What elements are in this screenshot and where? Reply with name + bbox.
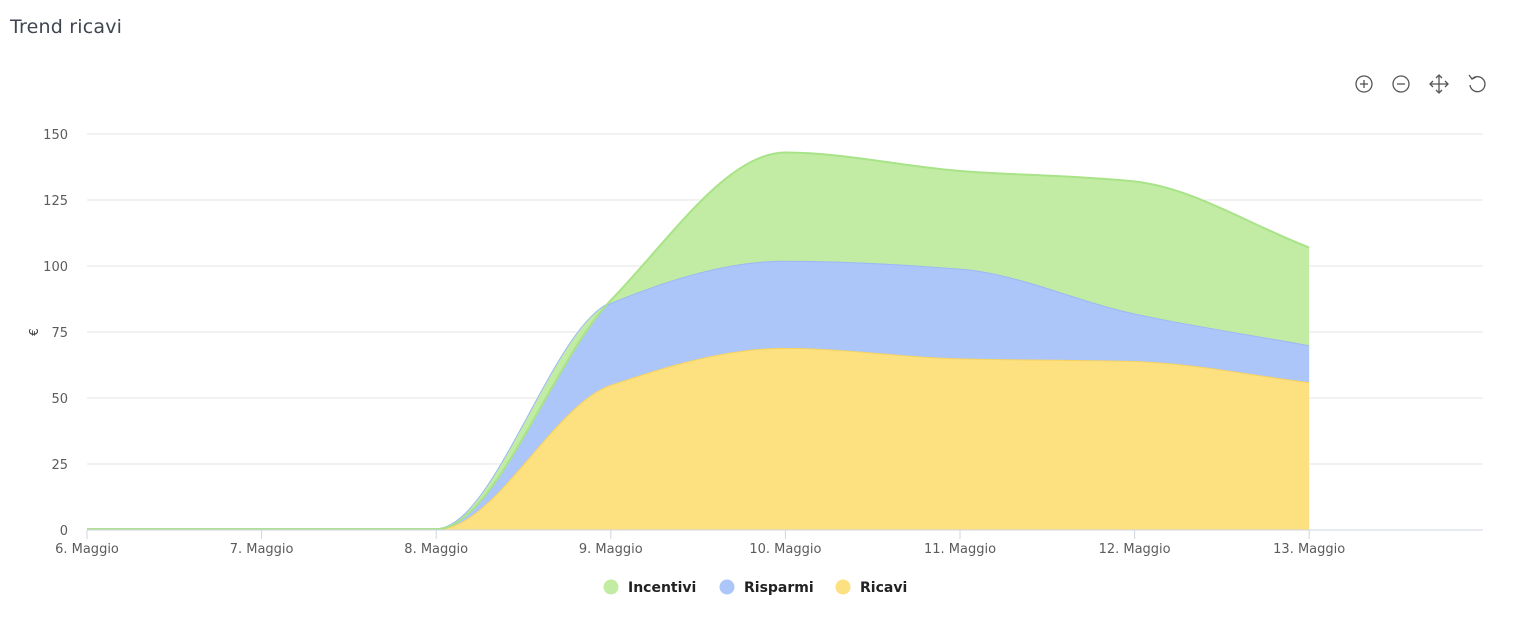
y-axis-label: € bbox=[27, 328, 41, 336]
chart-toolbar bbox=[1346, 70, 1496, 98]
legend-item-ricavi[interactable]: Ricavi bbox=[835, 579, 908, 597]
chart-title: Trend ricavi bbox=[10, 16, 123, 38]
x-tick-label: 11. Maggio bbox=[924, 542, 996, 557]
x-tick-label: 9. Maggio bbox=[579, 542, 643, 557]
zoom-out-icon[interactable] bbox=[1387, 70, 1415, 98]
legend-marker bbox=[719, 579, 735, 595]
x-tick-label: 13. Maggio bbox=[1273, 542, 1345, 557]
y-tick-label: 0 bbox=[60, 524, 68, 539]
legend-item-risparmi[interactable]: Risparmi bbox=[719, 579, 814, 597]
x-tick-label: 12. Maggio bbox=[1099, 542, 1171, 557]
y-tick-label: 50 bbox=[51, 392, 68, 407]
reset-icon[interactable] bbox=[1463, 70, 1491, 98]
zoom-in-icon[interactable] bbox=[1350, 70, 1378, 98]
legend-marker bbox=[603, 579, 619, 595]
legend-label: Risparmi bbox=[744, 580, 814, 596]
area-risparmi[interactable] bbox=[87, 260, 1310, 530]
area-ricavi[interactable] bbox=[87, 347, 1310, 530]
x-tick-label: 10. Maggio bbox=[749, 542, 821, 557]
y-tick-label: 150 bbox=[43, 128, 68, 143]
series-areas bbox=[86, 151, 1310, 531]
y-tick-label: 25 bbox=[51, 458, 68, 473]
legend-item-incentivi[interactable]: Incentivi bbox=[603, 579, 697, 597]
pan-icon[interactable] bbox=[1425, 70, 1453, 98]
legend-marker bbox=[835, 579, 851, 595]
x-tick-label: 7. Maggio bbox=[230, 542, 294, 557]
y-tick-label: 100 bbox=[43, 260, 68, 275]
legend-label: Incentivi bbox=[628, 580, 696, 596]
area-incentivi[interactable] bbox=[87, 152, 1310, 530]
x-tick-label: 6. Maggio bbox=[55, 542, 119, 557]
y-tick-label: 125 bbox=[43, 194, 68, 209]
legend: Incentivi Risparmi Ricavi bbox=[603, 579, 908, 597]
x-tick-label: 8. Maggio bbox=[404, 542, 468, 557]
y-tick-label: 75 bbox=[51, 326, 68, 341]
line-incentivi bbox=[86, 151, 1310, 531]
legend-label: Ricavi bbox=[860, 580, 907, 596]
